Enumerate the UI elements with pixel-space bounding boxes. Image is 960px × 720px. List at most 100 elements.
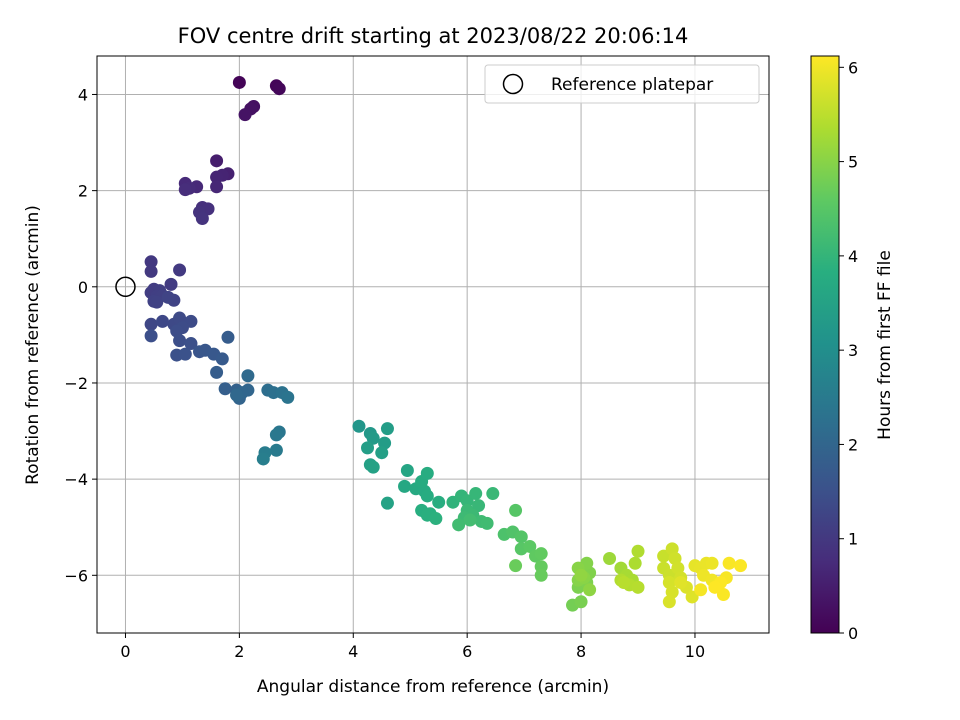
data-point — [380, 496, 394, 510]
data-point — [617, 576, 631, 590]
data-point — [463, 513, 477, 527]
data-point — [178, 183, 192, 197]
data-point — [221, 330, 235, 344]
data-point — [460, 494, 474, 508]
data-points — [144, 75, 748, 612]
data-point — [716, 588, 730, 602]
data-point — [144, 317, 158, 331]
data-point — [583, 583, 597, 597]
data-point — [523, 539, 537, 553]
data-point — [534, 547, 548, 561]
data-point — [631, 544, 645, 558]
data-point — [361, 441, 375, 455]
data-point — [173, 334, 187, 348]
data-point — [480, 516, 494, 530]
data-point — [486, 487, 500, 501]
colorbar-tick-label: 4 — [848, 247, 858, 266]
data-point — [708, 580, 722, 594]
colorbar-tick-label: 5 — [848, 153, 858, 172]
reference-platepar-marker — [115, 276, 136, 298]
data-point — [144, 255, 158, 269]
data-point — [218, 382, 232, 396]
legend-box — [484, 64, 760, 104]
data-point — [210, 154, 224, 168]
data-point — [432, 495, 446, 509]
colorbar-tick-label: 0 — [848, 624, 858, 643]
plot-area-frame — [96, 55, 770, 634]
colorbar-gradient — [810, 55, 840, 634]
colorbar-tick-label: 1 — [848, 530, 858, 549]
data-point — [195, 212, 209, 226]
colorbar-tick-label: 2 — [848, 435, 858, 454]
data-point — [398, 479, 412, 493]
x-tick-label: 4 — [348, 642, 358, 661]
data-point — [164, 277, 178, 291]
data-point — [429, 512, 443, 526]
data-point — [184, 337, 198, 351]
y-tick-label: −2 — [64, 374, 88, 393]
data-point — [603, 551, 617, 565]
data-point — [705, 556, 719, 570]
data-point — [161, 290, 175, 304]
x-tick-label: 6 — [462, 642, 472, 661]
data-point — [144, 329, 158, 343]
data-point — [352, 419, 366, 433]
data-point — [241, 369, 255, 383]
data-point — [472, 499, 486, 513]
data-point — [722, 556, 736, 570]
x-gridlines — [124, 56, 696, 633]
data-point — [380, 422, 394, 436]
data-point — [269, 443, 283, 457]
y-tick-label: 4 — [78, 85, 88, 104]
x-tick-label: 2 — [234, 642, 244, 661]
data-point — [281, 390, 295, 404]
data-point — [631, 580, 645, 594]
colorbar: 0 1 2 3 4 5 6 Hours from first FF file — [810, 55, 895, 643]
data-point — [230, 388, 244, 402]
colorbar-ticks: 0 1 2 3 4 5 6 — [839, 58, 858, 643]
data-point — [366, 431, 380, 445]
colorbar-tick-label: 6 — [848, 58, 858, 77]
data-point — [144, 264, 158, 278]
x-tick-label: 8 — [576, 642, 586, 661]
x-ticks: 0 2 4 6 8 10 — [120, 633, 705, 661]
x-tick-label: 10 — [685, 642, 705, 661]
data-point — [173, 263, 187, 277]
colorbar-tick-label: 3 — [848, 341, 858, 360]
data-point — [734, 559, 748, 573]
data-point — [256, 452, 270, 466]
data-point — [150, 295, 164, 309]
data-point — [272, 82, 286, 96]
y-tick-label: −4 — [64, 470, 88, 489]
data-point — [366, 460, 380, 474]
data-point — [238, 108, 252, 122]
data-point — [574, 568, 588, 582]
legend: Reference platepar — [484, 64, 760, 104]
data-point — [232, 75, 246, 89]
data-point — [178, 347, 192, 361]
chart-title: FOV centre drift starting at 2023/08/22 … — [178, 24, 689, 48]
data-point — [694, 583, 708, 597]
legend-label-reference-platepar: Reference platepar — [551, 75, 713, 95]
y-axis-label: Rotation from reference (arcmin) — [23, 205, 43, 485]
y-tick-label: 0 — [78, 278, 88, 297]
colorbar-label: Hours from first FF file — [875, 250, 895, 440]
data-point — [210, 180, 224, 194]
data-point — [469, 487, 483, 501]
y-tick-label: −6 — [64, 566, 88, 585]
data-point — [269, 428, 283, 442]
data-point — [657, 549, 671, 563]
data-point — [674, 576, 688, 590]
data-point — [155, 314, 169, 328]
legend-reference-marker — [502, 73, 524, 95]
data-point — [420, 466, 434, 480]
data-point — [375, 446, 389, 460]
data-point — [420, 489, 434, 503]
x-tick-label: 0 — [120, 642, 130, 661]
data-point — [210, 365, 224, 379]
data-point — [514, 530, 528, 544]
data-point — [509, 559, 523, 573]
data-point — [628, 556, 642, 570]
data-point — [509, 503, 523, 517]
